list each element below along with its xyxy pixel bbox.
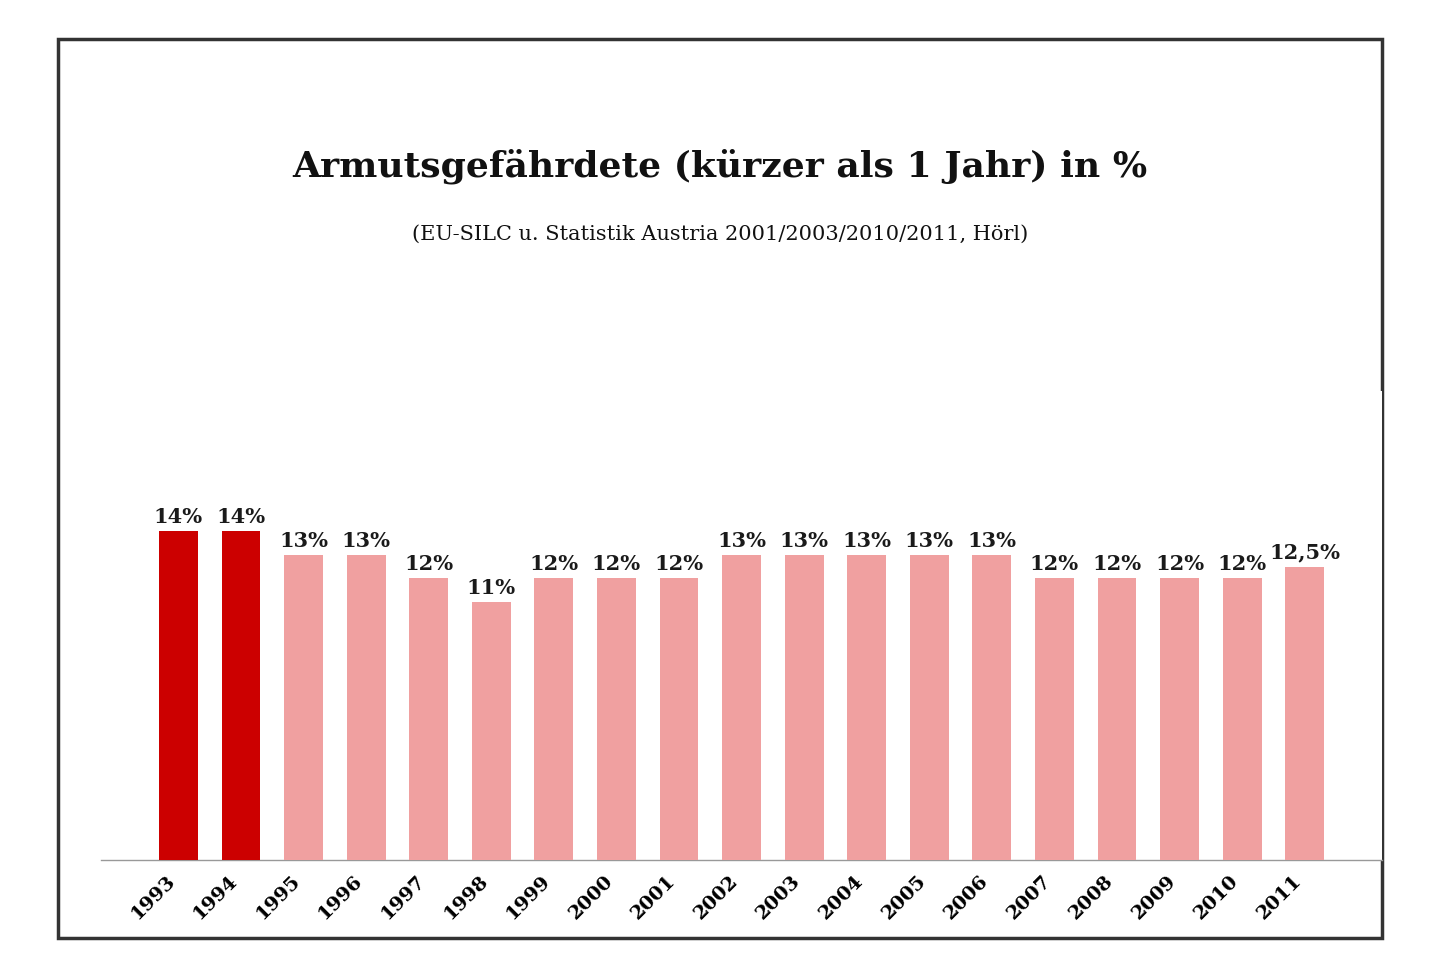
Bar [534,578,573,860]
Text: 11%: 11% [467,577,516,598]
Text: 12%: 12% [654,554,704,574]
Bar [1223,578,1261,860]
Bar [723,555,760,860]
Text: 12%: 12% [1030,554,1079,574]
Text: (EU-SILC u. Statistik Austria 2001/2003/2010/2011, Hörl): (EU-SILC u. Statistik Austria 2001/2003/… [412,225,1028,244]
Text: 12%: 12% [1218,554,1267,574]
Bar [1286,567,1325,860]
Bar [972,555,1011,860]
Bar [910,555,949,860]
Text: 12%: 12% [1093,554,1142,574]
Text: 13%: 13% [779,531,828,551]
Text: 14%: 14% [216,507,265,528]
Text: 13%: 13% [904,531,953,551]
Text: 14%: 14% [154,507,203,528]
Bar [1097,578,1136,860]
Bar [660,578,698,860]
Text: 13%: 13% [279,531,328,551]
Bar [222,531,261,860]
Text: 13%: 13% [842,531,891,551]
Bar [347,555,386,860]
Text: Armutsgefährdete (kürzer als 1 Jahr) in %: Armutsgefährdete (kürzer als 1 Jahr) in … [292,149,1148,184]
Bar [409,578,448,860]
Bar [1035,578,1074,860]
Bar [598,578,636,860]
Text: 12%: 12% [592,554,641,574]
Bar [158,531,197,860]
Text: 12%: 12% [405,554,454,574]
Text: 12,5%: 12,5% [1269,542,1341,563]
Bar [1161,578,1200,860]
Bar [472,602,511,860]
Text: 13%: 13% [341,531,390,551]
Bar [284,555,323,860]
Bar [785,555,824,860]
Text: 12%: 12% [1155,554,1204,574]
Text: 13%: 13% [717,531,766,551]
Text: 12%: 12% [530,554,579,574]
Bar [847,555,886,860]
Text: 13%: 13% [968,531,1017,551]
